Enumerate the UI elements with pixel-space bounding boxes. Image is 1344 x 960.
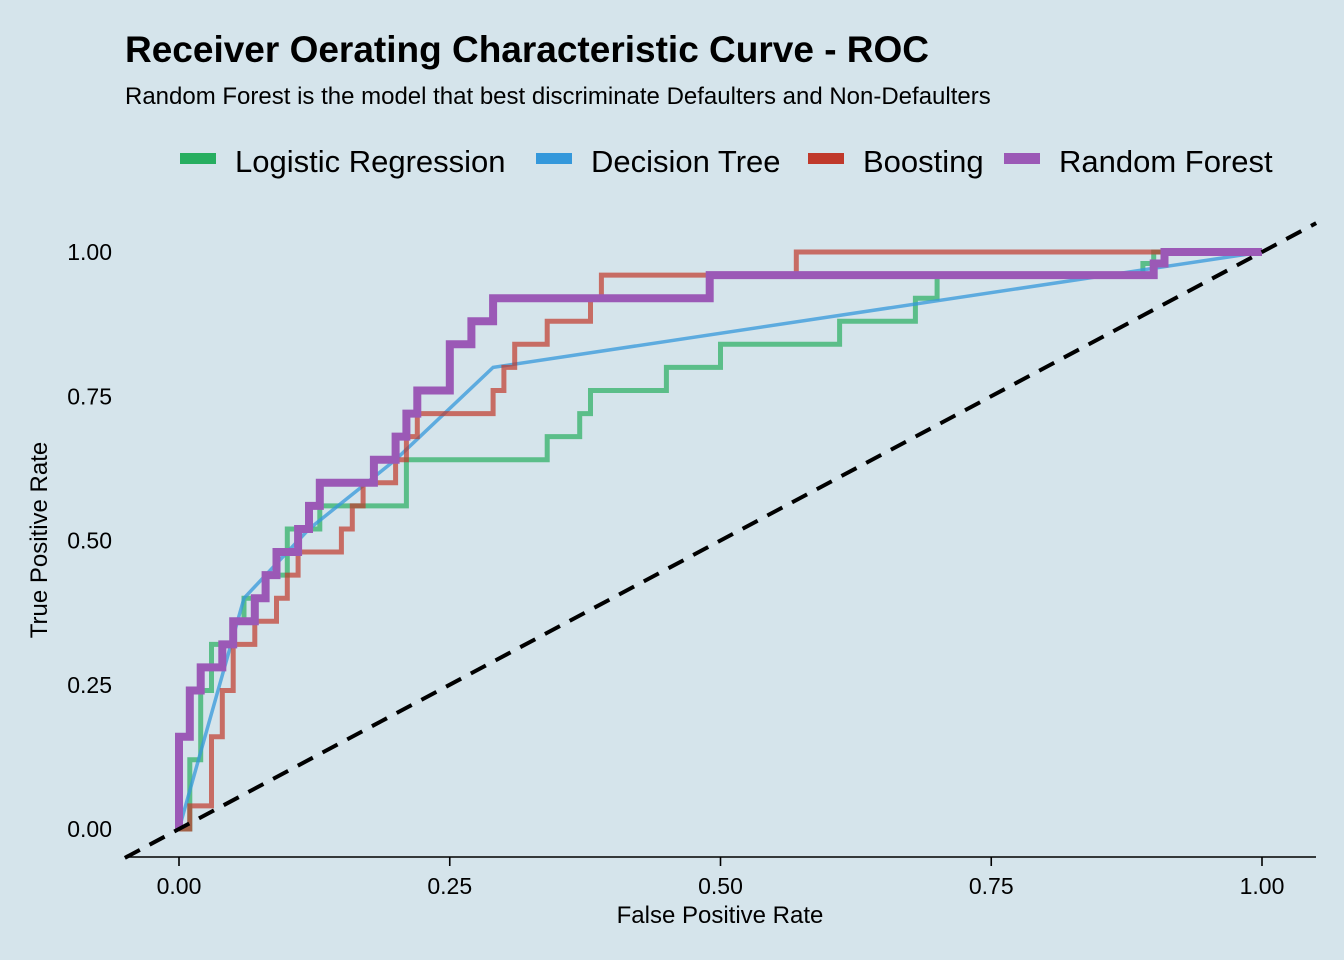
legend-label: Boosting — [863, 144, 984, 179]
x-tick-label: 1.00 — [1240, 873, 1285, 899]
chart-title: Receiver Oerating Characteristic Curve -… — [125, 29, 929, 70]
y-tick-label: 0.75 — [67, 383, 112, 409]
legend-swatch — [536, 153, 572, 164]
series-line-boosting — [179, 249, 1262, 832]
y-tick-label: 0.50 — [67, 528, 112, 554]
x-tick-label: 0.25 — [427, 873, 472, 899]
y-axis-title: True Positive Rate — [26, 442, 53, 639]
y-axis: 0.00 0.25 0.50 0.75 1.00 — [67, 239, 112, 842]
legend-label: Decision Tree — [591, 144, 781, 179]
legend-label: Random Forest — [1059, 144, 1273, 179]
x-tick-label: 0.50 — [698, 873, 743, 899]
plot-area — [123, 221, 1318, 860]
chart-subtitle: Random Forest is the model that best dis… — [125, 83, 991, 110]
legend-swatch — [180, 153, 216, 164]
y-tick-label: 0.25 — [67, 672, 112, 698]
reference-diagonal — [123, 221, 1318, 860]
y-tick-label: 1.00 — [67, 239, 112, 265]
series-line-random-forest — [175, 248, 1262, 829]
legend-swatch — [1004, 153, 1040, 164]
legend-swatch — [808, 153, 844, 164]
x-tick-label: 0.75 — [969, 873, 1014, 899]
legend-label: Logistic Regression — [235, 144, 506, 179]
legend: Logistic Regression Decision Tree Boosting… — [180, 144, 1273, 179]
y-tick-label: 0.00 — [67, 816, 112, 842]
x-axis-title: False Positive Rate — [617, 902, 824, 929]
x-axis: 0.00 0.25 0.50 0.75 1.00 — [125, 856, 1316, 899]
x-tick-label: 0.00 — [157, 873, 202, 899]
